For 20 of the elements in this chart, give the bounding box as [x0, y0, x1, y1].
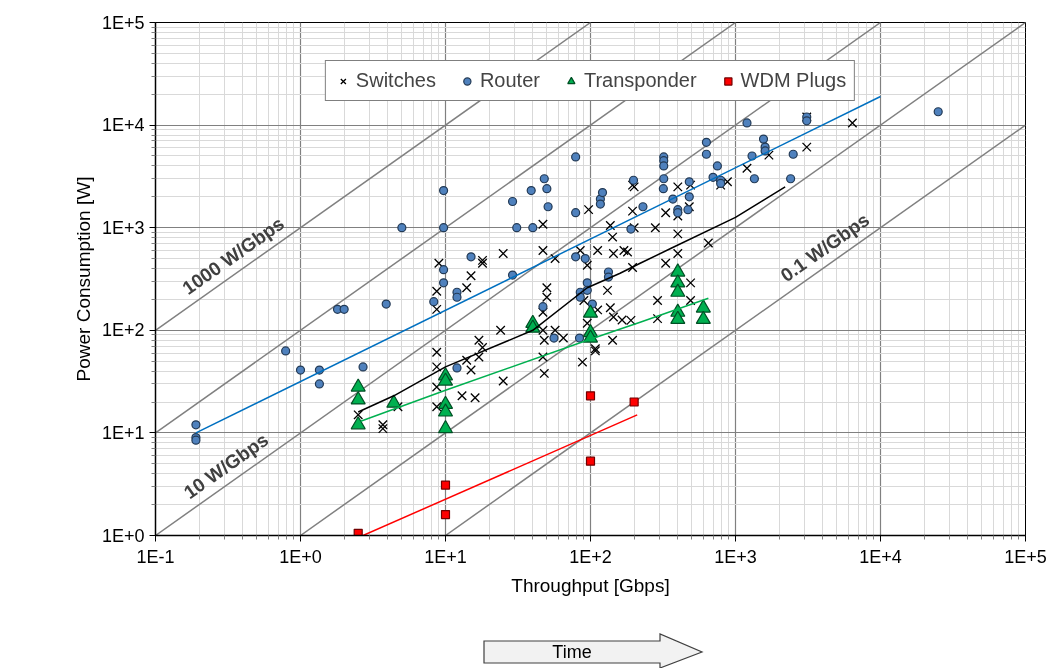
- y-axis-title: Power Consumption [W]: [72, 176, 94, 382]
- y-tick-label: 1E+2: [101, 320, 145, 341]
- x-tick-label: 1E+2: [569, 546, 612, 567]
- y-tick-label: 1E+3: [101, 217, 145, 238]
- x-tick-label: 1E-1: [136, 546, 175, 567]
- y-tick-label: 1E+1: [101, 422, 145, 443]
- legend-label: Transponder: [583, 69, 697, 92]
- text: Time: [552, 642, 592, 662]
- x-tick-label: 1E+1: [424, 546, 467, 567]
- y-tick-label: 1E+5: [101, 12, 145, 33]
- x-tick-label: 1E+5: [1004, 546, 1047, 567]
- x-tick-label: 1E+3: [714, 546, 757, 567]
- y-tick-label: 1E+0: [101, 525, 145, 546]
- legend-label: Router: [479, 69, 540, 92]
- legend-label: Switches: [355, 69, 436, 92]
- legend-label: WDM Plugs: [740, 69, 847, 92]
- x-tick-label: 1E+0: [279, 546, 322, 567]
- y-tick-label: 1E+4: [101, 115, 145, 136]
- x-tick-label: 1E+4: [859, 546, 902, 567]
- x-axis-title: Throughput [Gbps]: [511, 574, 670, 596]
